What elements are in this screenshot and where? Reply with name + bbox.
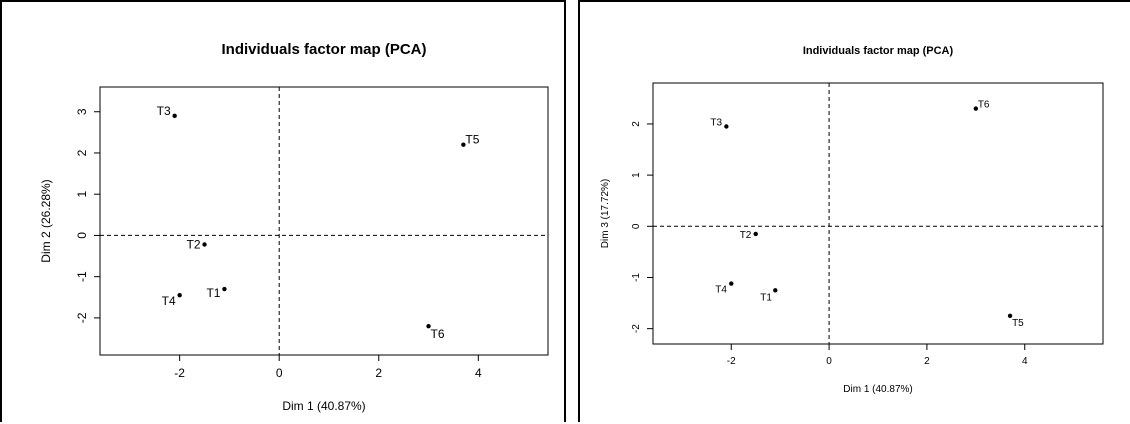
x-axis-label: Dim 1 (40.87%) <box>282 399 365 413</box>
y-tick-label: 0 <box>631 223 642 229</box>
y-axis-label: Dim 2 (26.28%) <box>39 179 53 262</box>
point-t5 <box>1007 313 1013 319</box>
point-label-t5: T5 <box>1012 318 1024 329</box>
chart-title: Individuals factor map (PCA) <box>221 41 426 58</box>
point-label-t4: T4 <box>715 285 727 296</box>
x-tick-label: 4 <box>475 366 482 380</box>
y-tick-label: 3 <box>75 108 89 115</box>
point-t6 <box>973 106 979 111</box>
point-label-t1: T1 <box>760 292 772 303</box>
y-tick-label: -1 <box>631 273 642 282</box>
y-tick-label: -2 <box>75 312 89 323</box>
x-tick-label: -2 <box>174 366 185 380</box>
point-label-t3: T3 <box>157 104 171 118</box>
y-tick-label: 1 <box>631 172 642 178</box>
y-tick-label: 0 <box>75 232 89 239</box>
y-axis-label: Dim 3 (17.72%) <box>600 179 611 248</box>
chart-title: Individuals factor map (PCA) <box>803 45 954 57</box>
x-tick-label: 4 <box>1022 356 1028 367</box>
scatter-plot-dim1-dim3: Individuals factor map (PCA) -2 0 2 4 -2 -1 0 1 2… <box>600 45 1104 395</box>
x-tick-label: 0 <box>826 356 832 367</box>
point-t4 <box>729 281 734 286</box>
point-t3 <box>724 124 729 129</box>
x-axis-label: Dim 1 (40.87%) <box>843 384 912 395</box>
point-t4 <box>177 293 182 298</box>
x-tick-label: -2 <box>727 356 736 367</box>
y-tick-label: 2 <box>631 121 642 127</box>
point-label-t2: T2 <box>187 238 201 252</box>
point-t1 <box>222 286 227 292</box>
point-t6 <box>426 323 431 329</box>
y-tick-label: 2 <box>75 149 89 156</box>
point-t1 <box>773 288 778 293</box>
point-label-t4: T4 <box>162 294 176 308</box>
x-tick-label: 0 <box>276 366 283 380</box>
chart-panel-dim1-dim3: Individuals factor map (PCA) -2 0 2 4 -2 -1 0 1 2… <box>578 0 1130 422</box>
y-tick-label: -1 <box>75 271 89 282</box>
point-t5 <box>461 142 466 147</box>
point-label-t3: T3 <box>710 118 722 129</box>
point-t2 <box>753 231 758 237</box>
x-tick-label: 2 <box>924 356 930 367</box>
y-tick-label: -2 <box>631 324 642 333</box>
plot-area-frame <box>652 82 1104 345</box>
point-t2 <box>202 242 207 247</box>
chart-panel-dim1-dim2: Individuals factor map (PCA) -2 0 2 4 -2 -1 0 1 2… <box>0 0 566 422</box>
point-label-t5: T5 <box>465 133 479 147</box>
x-tick-label: 2 <box>375 366 382 380</box>
plot-area-frame <box>99 86 549 356</box>
point-label-t2: T2 <box>740 230 752 241</box>
scatter-plot-dim1-dim2: Individuals factor map (PCA) -2 0 2 4 -2 -1 0 1 2… <box>39 41 549 413</box>
point-t3 <box>172 113 177 119</box>
point-label-t6: T6 <box>431 327 445 341</box>
point-label-t1: T1 <box>206 286 220 300</box>
y-tick-label: 1 <box>75 191 89 198</box>
point-label-t6: T6 <box>978 100 990 111</box>
